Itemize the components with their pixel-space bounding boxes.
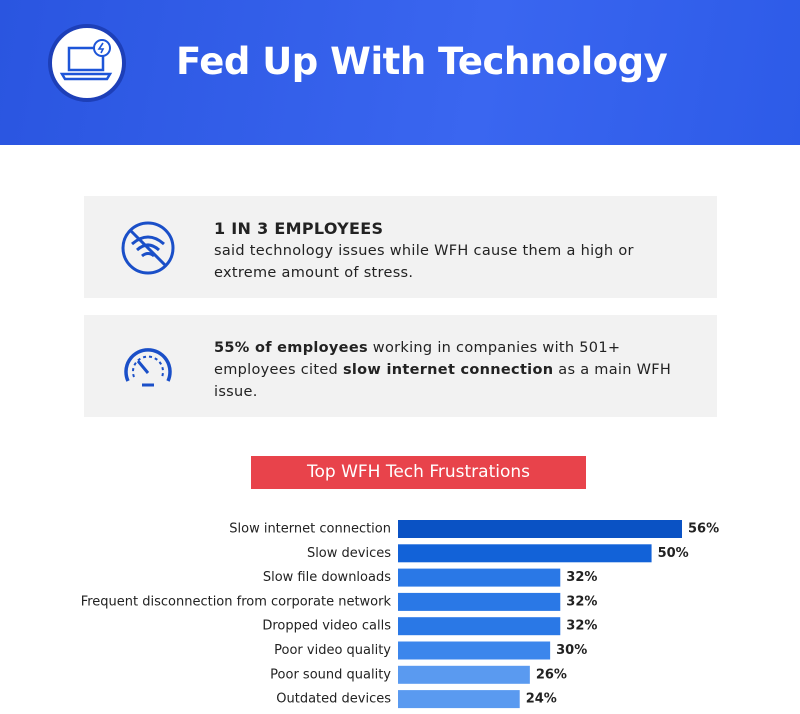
category-label: Frequent disconnection from corporate ne…: [81, 594, 392, 609]
value-label: 50%: [658, 546, 689, 561]
stat-text: 55% of employees working in companies wi…: [214, 337, 674, 403]
stat-text: 1 IN 3 EMPLOYEES said technology issues w…: [214, 218, 674, 284]
no-wifi-icon: [121, 221, 175, 275]
stat-box: 55% of employees working in companies wi…: [84, 315, 717, 417]
bar: [398, 690, 520, 709]
value-label: 32%: [566, 619, 597, 634]
category-label: Outdated devices: [276, 692, 391, 707]
stat-box: 1 IN 3 EMPLOYEES said technology issues w…: [84, 196, 717, 298]
chart: Slow internet connection 56% Slow devices 5…: [81, 520, 719, 709]
bar: [398, 617, 561, 636]
bar: [398, 665, 530, 684]
category-label: Slow devices: [307, 546, 391, 561]
value-label: 26%: [536, 667, 567, 682]
stat-body: as a main WFH issue.: [214, 362, 672, 400]
stat-bold: slow internet connection: [342, 362, 554, 378]
category-label: Dropped video calls: [262, 619, 391, 634]
value-label: 56%: [688, 522, 719, 537]
stat-body: said technology issues while WFH cause t…: [214, 243, 634, 281]
value-label: 32%: [566, 570, 597, 585]
bar: [398, 568, 561, 587]
bar: [398, 520, 682, 538]
bar: [398, 592, 561, 611]
category-label: Poor video quality: [274, 643, 391, 658]
header: Fed Up With Technology: [0, 0, 800, 145]
category-label: Poor sound quality: [270, 667, 391, 682]
chart-title: Top WFH Tech Frustrations: [251, 456, 586, 489]
value-label: 32%: [566, 594, 597, 609]
category-label: Slow file downloads: [263, 570, 391, 585]
stat-bold: 55% of employees: [214, 340, 368, 356]
laptop-icon: [48, 24, 126, 102]
title: Fed Up With Technology: [176, 40, 668, 83]
gauge-icon: [124, 348, 172, 387]
stat-headline: 1 IN 3 EMPLOYEES: [214, 219, 384, 238]
value-label: 24%: [526, 692, 557, 707]
bar: [398, 544, 652, 563]
bar: [398, 641, 551, 660]
stat-body: working in companies with 501+ employees…: [214, 340, 621, 378]
value-label: 30%: [556, 643, 587, 658]
category-label: Slow internet connection: [229, 522, 391, 537]
